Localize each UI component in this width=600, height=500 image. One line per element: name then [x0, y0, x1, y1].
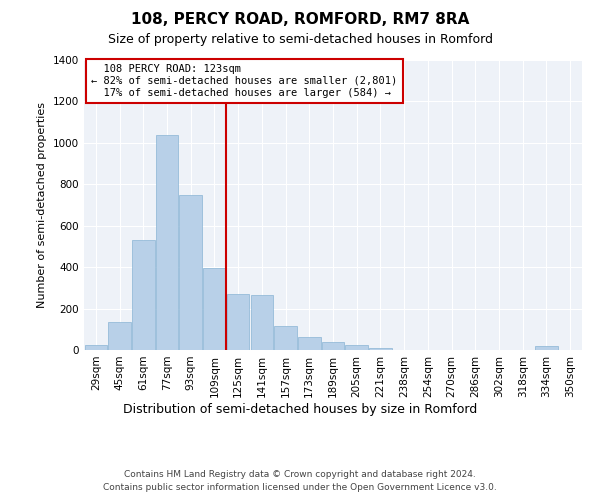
Text: 108, PERCY ROAD, ROMFORD, RM7 8RA: 108, PERCY ROAD, ROMFORD, RM7 8RA	[131, 12, 469, 28]
Text: 108 PERCY ROAD: 123sqm
← 82% of semi-detached houses are smaller (2,801)
  17% o: 108 PERCY ROAD: 123sqm ← 82% of semi-det…	[91, 64, 398, 98]
Bar	[274, 326, 297, 350]
Y-axis label: Number of semi-detached properties: Number of semi-detached properties	[37, 102, 47, 308]
Bar	[251, 295, 273, 350]
Bar	[156, 134, 178, 350]
Bar	[179, 194, 202, 350]
Bar	[227, 294, 250, 350]
Text: Size of property relative to semi-detached houses in Romford: Size of property relative to semi-detach…	[107, 32, 493, 46]
Text: Contains HM Land Registry data © Crown copyright and database right 2024.: Contains HM Land Registry data © Crown c…	[124, 470, 476, 479]
Bar	[109, 322, 131, 350]
Bar	[535, 346, 557, 350]
Bar	[132, 240, 155, 350]
Bar	[298, 336, 320, 350]
Bar	[369, 348, 392, 350]
Text: Distribution of semi-detached houses by size in Romford: Distribution of semi-detached houses by …	[123, 402, 477, 415]
Bar	[203, 268, 226, 350]
Bar	[85, 346, 107, 350]
Bar	[322, 342, 344, 350]
Bar	[346, 345, 368, 350]
Text: Contains public sector information licensed under the Open Government Licence v3: Contains public sector information licen…	[103, 482, 497, 492]
